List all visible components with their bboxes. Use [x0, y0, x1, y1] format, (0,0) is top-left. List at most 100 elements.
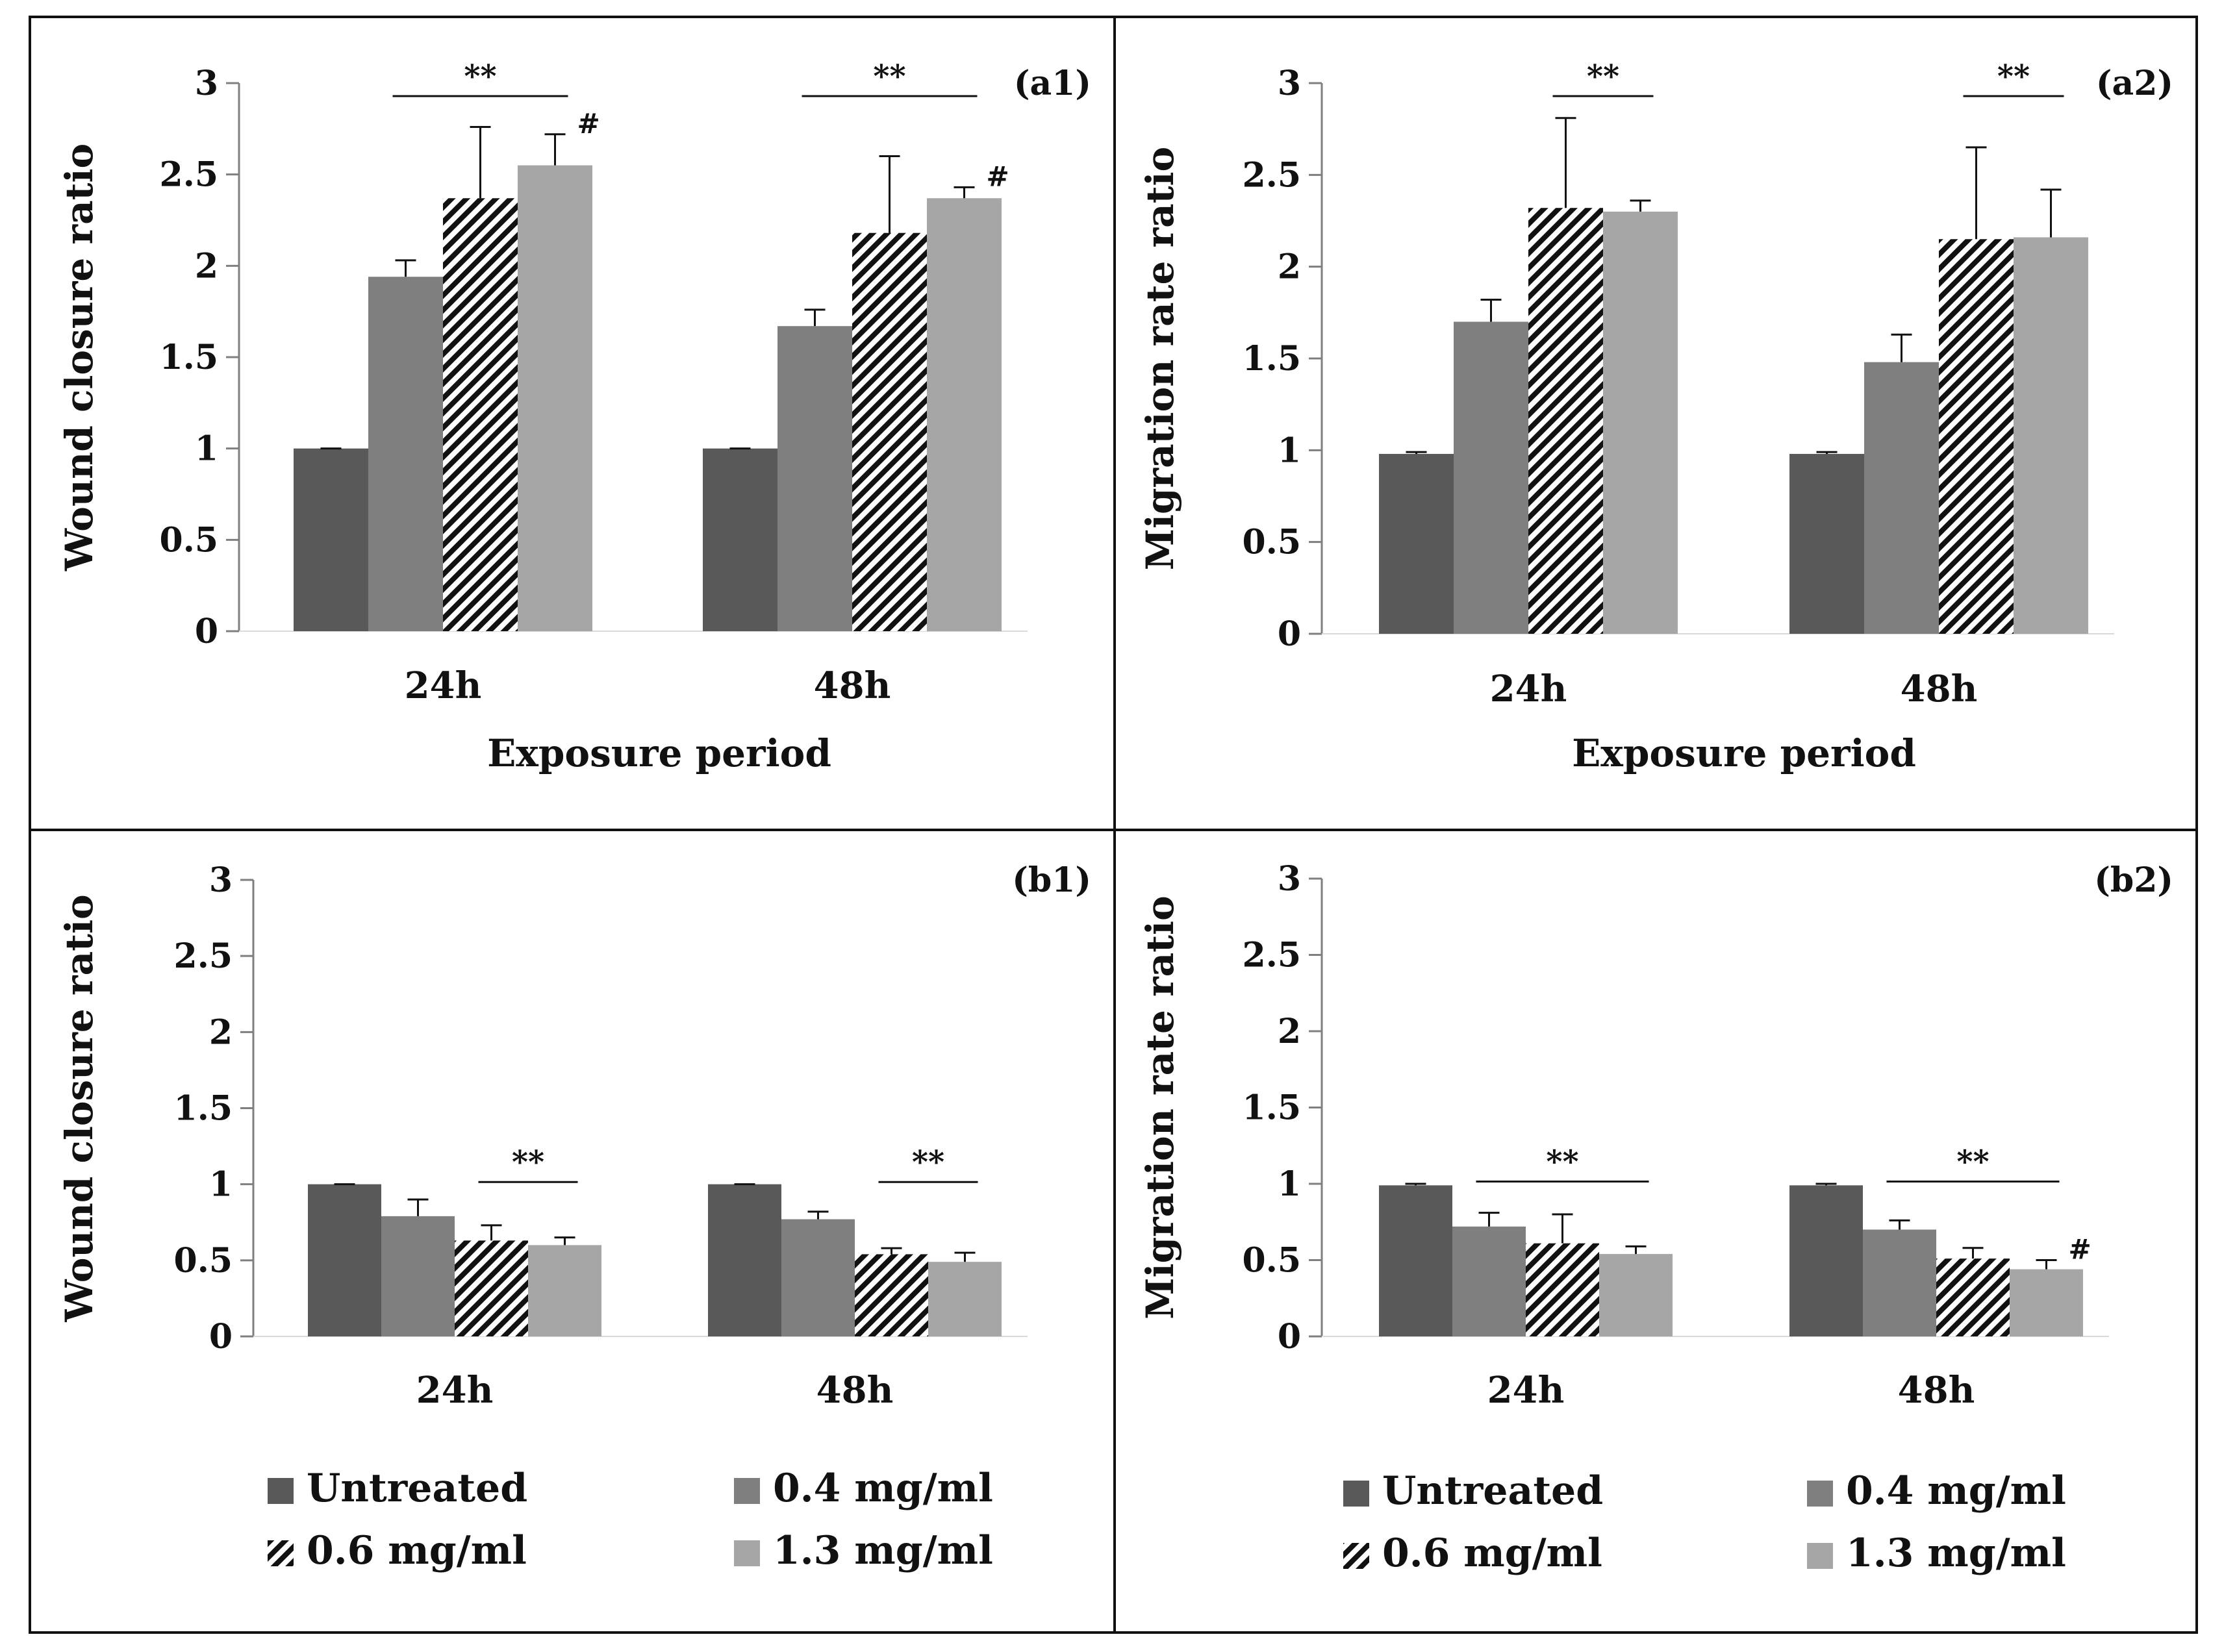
- legend-label-1-3-mg-ml: 1.3 mg/ml: [773, 1528, 993, 1573]
- bar-0-4-mg-ml-48h: [1863, 1229, 1936, 1336]
- y-tick-label: 2.5: [1243, 155, 1301, 195]
- y-tick-label: 3: [1278, 64, 1301, 103]
- legend-swatch-0-6-mg-ml: [268, 1540, 294, 1566]
- bar-1-3-mg-ml-48h: [928, 1262, 1002, 1336]
- panel-a2: 0 0.5 1 1.5 2 2.5 3 ** ** 24h 48h Exposure period Mi…: [1138, 58, 2173, 775]
- bar-0-6-mg-ml-48h: [1939, 239, 2014, 634]
- y-tick-label: 2: [1278, 1012, 1301, 1051]
- bar-0-4-mg-ml-48h: [1864, 362, 1939, 634]
- y-tick-label: 3: [195, 64, 218, 103]
- legend-swatch-1-3-mg-ml: [734, 1540, 760, 1566]
- legend-label-1-3-mg-ml: 1.3 mg/ml: [1846, 1531, 2066, 1576]
- x-axis-label: Exposure period: [1572, 731, 1916, 775]
- bar-1-3-mg-ml-24h: [528, 1245, 601, 1336]
- legend-swatch-0-4-mg-ml: [1807, 1481, 1833, 1507]
- x-axis-label: Exposure period: [487, 731, 831, 775]
- significance-label: **: [1997, 58, 2030, 95]
- panel-b2: 0 0.5 1 1.5 2 2.5 3 ** ** #24h 48h Migration rate r…: [1138, 859, 2173, 1412]
- legend-swatch-untreated: [1343, 1481, 1369, 1507]
- y-tick-label: 0.5: [1243, 523, 1301, 562]
- y-tick-label: 2: [195, 246, 218, 286]
- bar-0-4-mg-ml-48h: [777, 326, 852, 631]
- panel-tag: (b1): [1012, 860, 1091, 900]
- y-tick-label: 1.5: [1243, 1088, 1301, 1128]
- bar-1-3-mg-ml-48h: [927, 198, 1002, 631]
- y-tick-label: 0: [195, 612, 218, 651]
- hash-mark: #: [987, 160, 1009, 192]
- y-tick-label: 3: [1278, 859, 1301, 899]
- y-tick-label: 2: [209, 1012, 233, 1052]
- legend-label-0-6-mg-ml: 0.6 mg/ml: [1382, 1531, 1602, 1576]
- bar-0-4-mg-ml-48h: [781, 1219, 855, 1336]
- bar-1-3-mg-ml-48h: [2014, 237, 2088, 634]
- category-label-24h: 24h: [416, 1369, 494, 1412]
- legend-label-0-6-mg-ml: 0.6 mg/ml: [307, 1528, 527, 1573]
- legend-swatch-0-6-mg-ml: [1343, 1543, 1369, 1569]
- y-tick-label: 1.5: [160, 338, 218, 377]
- bar-0-6-mg-ml-24h: [1528, 208, 1603, 634]
- y-tick-label: 1: [209, 1165, 233, 1205]
- significance-label: **: [1546, 1144, 1578, 1181]
- bar-1-3-mg-ml-24h: [1599, 1254, 1673, 1336]
- significance-label: **: [512, 1144, 544, 1181]
- y-tick-label: 2: [1278, 247, 1301, 287]
- bar-0-6-mg-ml-48h: [852, 232, 927, 631]
- hash-mark: #: [2069, 1234, 2091, 1266]
- category-label-48h: 48h: [1901, 668, 1978, 710]
- legend-label-untreated: Untreated: [307, 1466, 527, 1511]
- bar-untreated-48h: [708, 1184, 781, 1336]
- legend-swatch-0-4-mg-ml: [734, 1478, 760, 1504]
- bar-0-6-mg-ml-48h: [1936, 1258, 2010, 1336]
- y-tick-label: 1.5: [1243, 339, 1301, 379]
- category-label-24h: 24h: [1487, 1369, 1565, 1412]
- category-label-48h: 48h: [816, 1369, 894, 1412]
- y-tick-label: 0: [1278, 614, 1301, 654]
- bar-untreated-24h: [1379, 453, 1454, 634]
- bar-0-4-mg-ml-24h: [381, 1216, 455, 1336]
- y-tick-label: 0.5: [1243, 1241, 1301, 1281]
- bar-untreated-48h: [1789, 453, 1864, 634]
- legend-label-untreated: Untreated: [1382, 1468, 1603, 1514]
- y-tick-label: 2.5: [1243, 936, 1301, 975]
- significance-label: **: [464, 58, 496, 95]
- bar-untreated-48h: [1789, 1185, 1863, 1336]
- significance-label: **: [1956, 1144, 1989, 1181]
- legend-label-0-4-mg-ml: 0.4 mg/ml: [773, 1466, 993, 1511]
- y-tick-label: 2.5: [174, 936, 233, 976]
- significance-label: **: [873, 58, 905, 95]
- significance-label: **: [912, 1144, 944, 1181]
- y-tick-label: 1: [195, 429, 218, 469]
- bar-0-6-mg-ml-48h: [855, 1254, 928, 1336]
- bar-0-4-mg-ml-24h: [1454, 321, 1528, 634]
- significance-label: **: [1587, 58, 1619, 95]
- y-tick-label: 2.5: [160, 155, 218, 195]
- panel-tag: (b2): [2094, 860, 2173, 900]
- category-label-48h: 48h: [814, 664, 891, 707]
- y-tick-label: 0.5: [174, 1241, 233, 1281]
- legend-right: Untreated 0.4 mg/ml 0.6 mg/ml 1.3 mg/ml: [1343, 1468, 2066, 1576]
- bar-untreated-24h: [308, 1184, 381, 1336]
- y-axis-label: Migration rate ratio: [1138, 895, 1182, 1319]
- y-tick-label: 0: [209, 1317, 233, 1357]
- y-axis-label: Wound closure ratio: [57, 144, 101, 571]
- bar-0-4-mg-ml-24h: [368, 277, 443, 631]
- y-tick-label: 0.5: [160, 520, 218, 560]
- y-axis-label: Migration rate ratio: [1138, 147, 1182, 570]
- bar-untreated-48h: [703, 448, 777, 631]
- legend-left: Untreated 0.4 mg/ml 0.6 mg/ml 1.3 mg/ml: [268, 1466, 993, 1573]
- y-tick-label: 3: [209, 860, 233, 900]
- bar-0-4-mg-ml-24h: [1452, 1226, 1526, 1336]
- category-label-24h: 24h: [405, 664, 482, 707]
- y-tick-label: 1: [1278, 1164, 1301, 1204]
- category-label-48h: 48h: [1898, 1369, 1975, 1412]
- bar-untreated-24h: [1379, 1185, 1452, 1336]
- panel-b1: 0 0.5 1 1.5 2 2.5 3 ** ** 24h 48h Wound closure rat…: [57, 860, 1091, 1412]
- panel-tag: (a2): [2096, 64, 2173, 103]
- bar-0-6-mg-ml-24h: [1526, 1243, 1599, 1336]
- y-tick-label: 1.5: [174, 1089, 233, 1129]
- y-axis-label: Wound closure ratio: [57, 894, 101, 1322]
- y-tick-label: 0: [1278, 1317, 1301, 1357]
- category-label-24h: 24h: [1490, 668, 1567, 710]
- panel-tag: (a1): [1014, 64, 1091, 103]
